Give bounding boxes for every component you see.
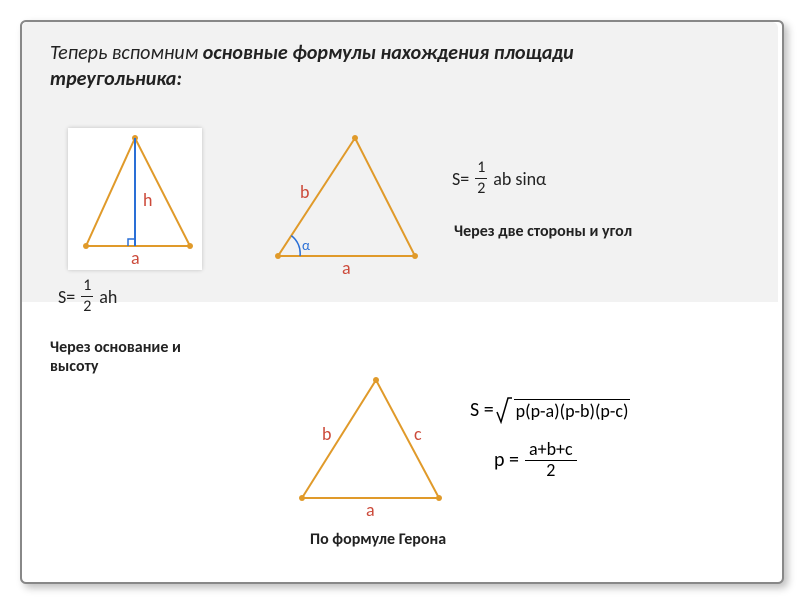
f2-rest: ab sinα bbox=[493, 168, 546, 190]
t3-base-label: a bbox=[366, 499, 375, 520]
t3-side-b: b bbox=[322, 423, 331, 445]
f1-rest: ah bbox=[99, 286, 117, 308]
f3-radicand: p(p-a)(p-b)(p-c) bbox=[514, 399, 631, 422]
f1-num: 1 bbox=[83, 278, 91, 294]
f2-num: 1 bbox=[477, 160, 485, 176]
triangle3-box: b c a bbox=[284, 370, 454, 520]
triangle1-box: h a bbox=[68, 128, 202, 270]
formula3-area: S = p(p-a)(p-b)(p-c) bbox=[470, 396, 630, 424]
t2-base-label: a bbox=[342, 257, 351, 278]
triangle2-svg: α b a bbox=[260, 128, 430, 278]
caption1: Через основание и высоту bbox=[50, 338, 230, 376]
f3-s: S = bbox=[470, 398, 494, 422]
f2-den: 2 bbox=[477, 181, 485, 197]
t1-base-label: a bbox=[131, 247, 140, 269]
t2-side-b: b bbox=[300, 181, 309, 203]
triangle3-svg: b c a bbox=[284, 370, 454, 520]
f1-frac: 1 2 bbox=[81, 278, 93, 315]
f3-p-num: a+b+c bbox=[525, 440, 577, 460]
f2-s: S= bbox=[452, 168, 469, 190]
t3-side-c: c bbox=[414, 423, 422, 445]
f3-p-den: 2 bbox=[546, 461, 555, 481]
sqrt-icon bbox=[496, 396, 512, 424]
caption2: Через две стороны и угол bbox=[454, 222, 632, 241]
f3-frac: a+b+c 2 bbox=[525, 440, 577, 481]
f1-s: S= bbox=[58, 286, 75, 308]
f2-frac: 1 2 bbox=[475, 160, 487, 197]
title-pre: Теперь вспомним bbox=[50, 41, 203, 65]
formula3-perimeter: p = a+b+c 2 bbox=[494, 440, 577, 481]
caption3: По формуле Герона bbox=[310, 530, 446, 549]
triangle2-box: α b a bbox=[260, 128, 430, 278]
triangle1-svg: h a bbox=[68, 128, 202, 270]
formula1: S= 1 2 ah bbox=[58, 278, 117, 315]
slide: Теперь вспомним основные формулы нахожде… bbox=[0, 0, 800, 600]
formula2: S= 1 2 ab sinα bbox=[452, 160, 546, 197]
slide-title: Теперь вспомним основные формулы нахожде… bbox=[50, 40, 690, 92]
t1-height-label: h bbox=[143, 189, 152, 211]
t2-angle-label: α bbox=[302, 237, 310, 254]
f1-den: 2 bbox=[83, 299, 91, 315]
f3-p: p = bbox=[494, 448, 519, 472]
